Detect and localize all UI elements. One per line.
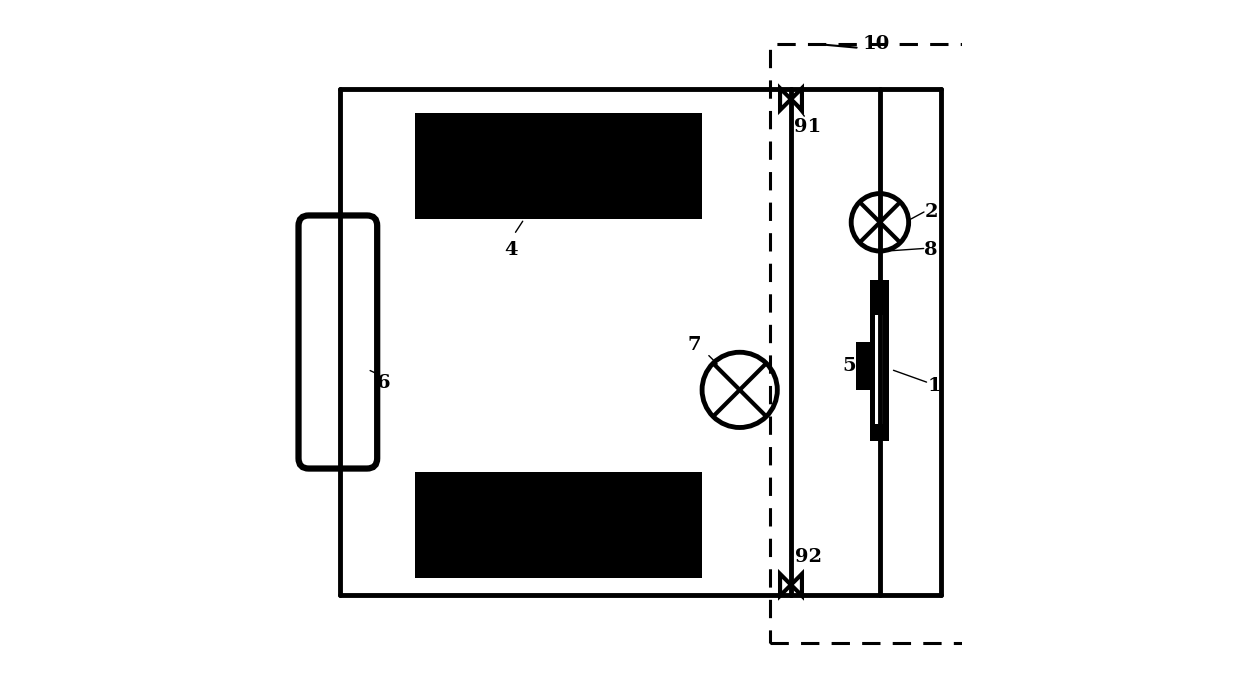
Polygon shape (791, 88, 802, 110)
FancyBboxPatch shape (299, 215, 377, 469)
Text: 7: 7 (687, 337, 701, 354)
Text: 1: 1 (928, 378, 941, 395)
FancyBboxPatch shape (869, 280, 889, 441)
Text: 6: 6 (377, 374, 391, 392)
FancyBboxPatch shape (875, 315, 883, 424)
FancyBboxPatch shape (856, 342, 870, 390)
Text: 5: 5 (842, 357, 856, 375)
Text: 92: 92 (795, 549, 822, 566)
Text: 10: 10 (863, 36, 890, 53)
Text: 4: 4 (503, 241, 517, 259)
FancyBboxPatch shape (415, 472, 702, 578)
Polygon shape (780, 88, 791, 110)
Text: 91: 91 (795, 118, 822, 135)
Polygon shape (791, 574, 802, 596)
Polygon shape (780, 574, 791, 596)
Text: 8: 8 (925, 241, 937, 259)
FancyBboxPatch shape (415, 113, 702, 219)
Text: 2: 2 (925, 203, 937, 221)
Text: 3: 3 (565, 525, 579, 542)
